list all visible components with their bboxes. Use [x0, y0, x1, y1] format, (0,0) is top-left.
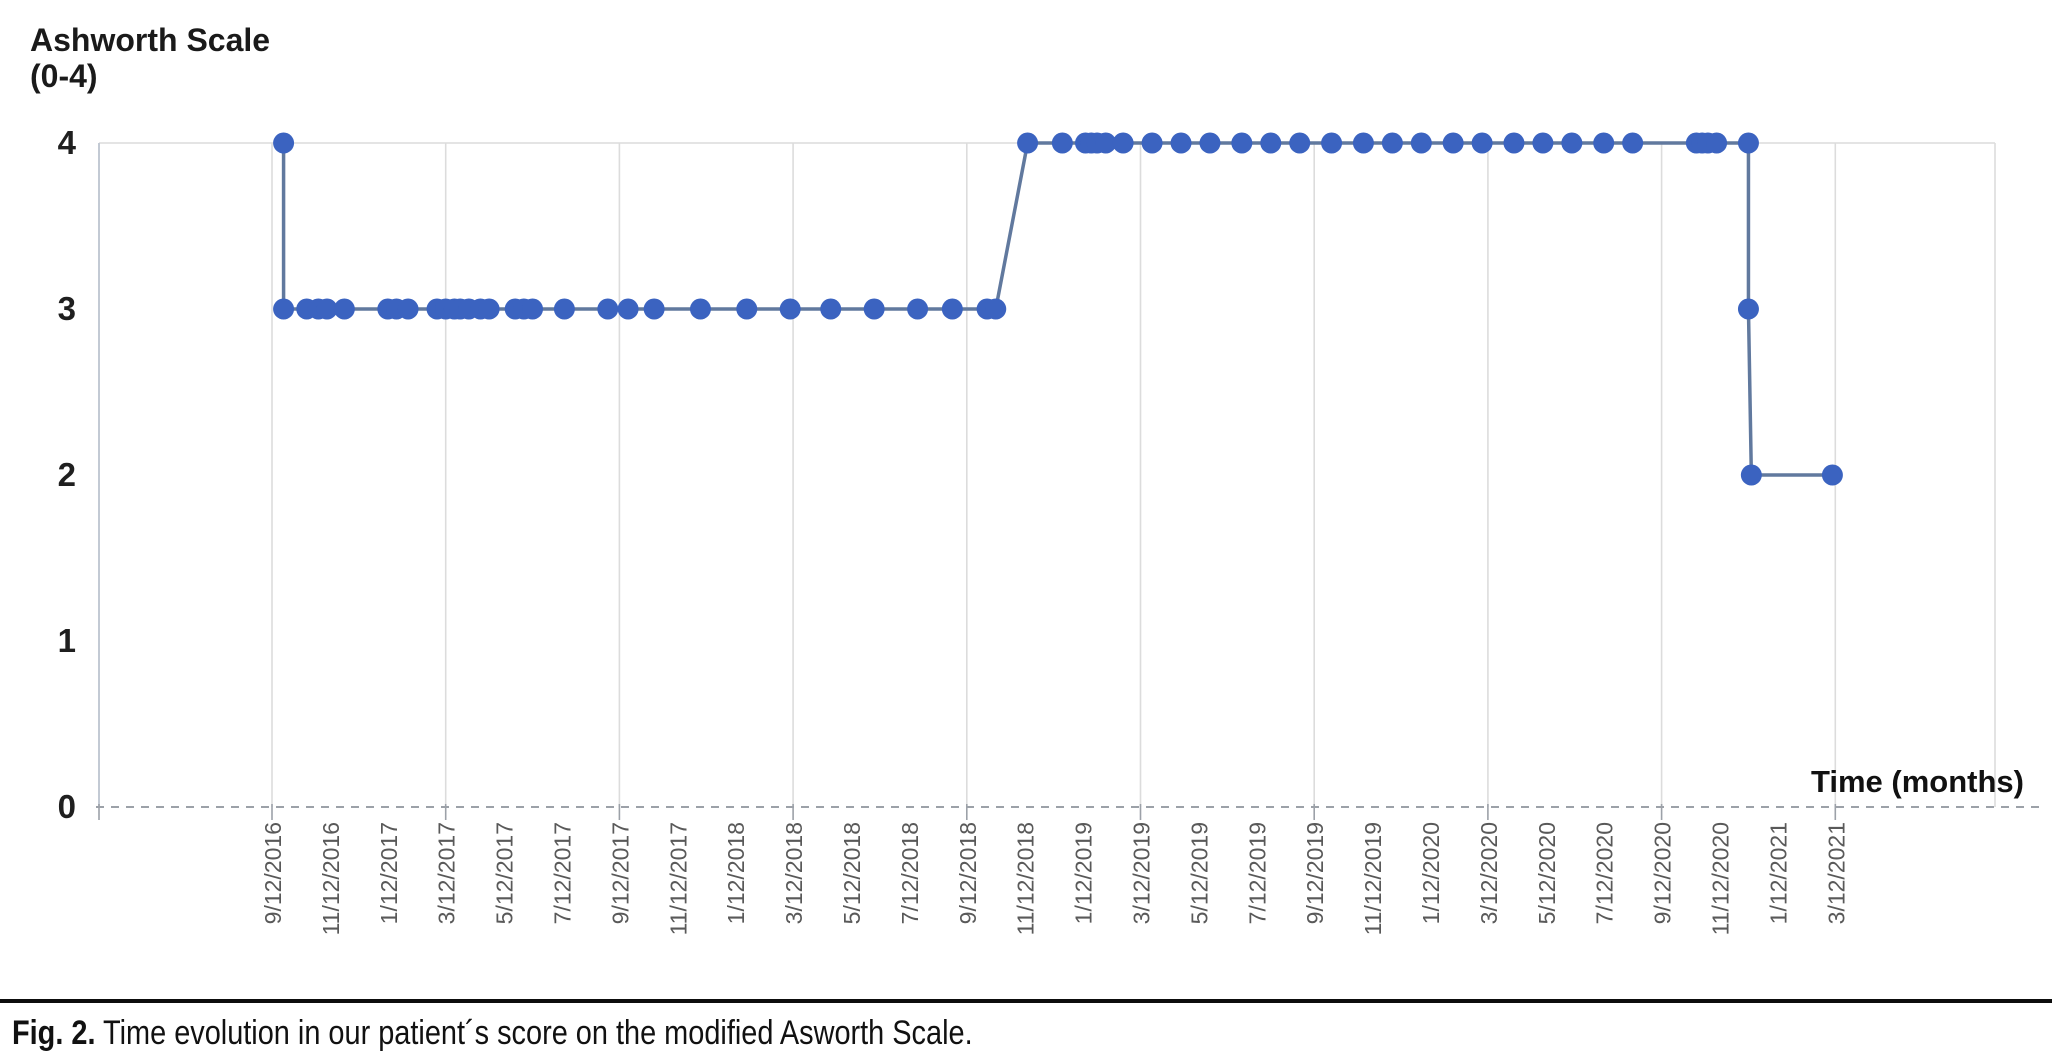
data-point [553, 298, 575, 320]
data-point [1141, 132, 1163, 154]
data-point [1706, 132, 1728, 154]
data-point [1737, 132, 1759, 154]
data-point [1199, 132, 1221, 154]
data-point [273, 298, 295, 320]
data-point [1821, 464, 1843, 486]
data-point [1017, 132, 1039, 154]
figure-caption: Fig. 2. Time evolution in our patient´s … [12, 1014, 973, 1053]
y-tick-label: 2 [58, 456, 76, 493]
data-point [941, 298, 963, 320]
x-tick-label: 7/12/2020 [1592, 822, 1618, 924]
data-point [478, 298, 500, 320]
x-tick-label: 1/12/2019 [1071, 822, 1097, 924]
y-tick-label: 3 [58, 290, 76, 327]
data-point [333, 298, 355, 320]
data-point [1471, 132, 1493, 154]
data-point [1561, 132, 1583, 154]
data-point [1442, 132, 1464, 154]
x-tick-label: 9/12/2017 [607, 822, 633, 924]
data-point [316, 298, 338, 320]
x-tick-label: 9/12/2018 [955, 822, 981, 924]
x-tick-label: 11/12/2019 [1360, 822, 1386, 935]
data-point [820, 298, 842, 320]
x-tick-label: 3/12/2019 [1129, 822, 1155, 924]
data-point [1740, 464, 1762, 486]
data-point [736, 298, 758, 320]
data-point [1737, 298, 1759, 320]
data-point [273, 132, 295, 154]
x-tick-label: 9/12/2019 [1302, 822, 1328, 924]
data-point [1532, 132, 1554, 154]
x-axis-title: Time (months) [1811, 764, 2024, 799]
data-point [863, 298, 885, 320]
data-point [689, 298, 711, 320]
x-tick-label: 3/12/2017 [434, 822, 460, 924]
x-tick-label: 3/12/2018 [781, 822, 807, 924]
data-point [779, 298, 801, 320]
x-tick-label: 11/12/2020 [1708, 822, 1734, 935]
x-tick-label: 3/12/2020 [1476, 822, 1502, 924]
data-point [1622, 132, 1644, 154]
x-tick-label: 11/12/2016 [318, 822, 344, 935]
data-point [1260, 132, 1282, 154]
data-point [1112, 132, 1134, 154]
x-tick-label: 5/12/2017 [492, 822, 518, 924]
x-tick-label: 7/12/2019 [1244, 822, 1270, 924]
data-point [1503, 132, 1525, 154]
data-point [1170, 132, 1192, 154]
data-point [1289, 132, 1311, 154]
y-axis-title: Ashworth Scale (0-4) [30, 22, 270, 94]
x-tick-label: 5/12/2020 [1534, 822, 1560, 924]
x-tick-label: 11/12/2017 [665, 822, 691, 935]
x-tick-label: 11/12/2018 [1013, 822, 1039, 935]
data-point [1410, 132, 1432, 154]
data-point [397, 298, 419, 320]
y-tick-label: 1 [58, 622, 76, 659]
x-tick-label: 9/12/2016 [260, 822, 286, 924]
y-tick-label: 4 [58, 124, 77, 161]
data-point [1381, 132, 1403, 154]
y-tick-label: 0 [58, 788, 76, 825]
y-axis-title-line2: (0-4) [30, 58, 98, 94]
data-point [1095, 132, 1117, 154]
x-tick-label: 5/12/2019 [1186, 822, 1212, 924]
data-point [522, 298, 544, 320]
data-point [1321, 132, 1343, 154]
x-tick-label: 1/12/2017 [376, 822, 402, 924]
data-point [907, 298, 929, 320]
data-point [1593, 132, 1615, 154]
x-tick-label: 7/12/2018 [897, 822, 923, 924]
data-point [985, 298, 1007, 320]
x-tick-label: 1/12/2021 [1765, 822, 1791, 924]
x-tick-label: 1/12/2018 [723, 822, 749, 924]
x-tick-label: 1/12/2020 [1418, 822, 1444, 924]
data-point [597, 298, 619, 320]
data-point [1051, 132, 1073, 154]
caption-divider-rule [0, 999, 2052, 1003]
data-point [617, 298, 639, 320]
x-tick-label: 3/12/2021 [1823, 822, 1849, 924]
data-point [643, 298, 665, 320]
caption-label: Fig. 2. [12, 1014, 96, 1052]
x-tick-label: 5/12/2018 [839, 822, 865, 924]
data-point [1231, 132, 1253, 154]
x-tick-label: 7/12/2017 [550, 822, 576, 924]
y-axis-title-line1: Ashworth Scale [30, 22, 271, 58]
x-tick-label: 9/12/2020 [1650, 822, 1676, 924]
data-point [1352, 132, 1374, 154]
caption-text: Time evolution in our patient´s score on… [103, 1014, 973, 1052]
